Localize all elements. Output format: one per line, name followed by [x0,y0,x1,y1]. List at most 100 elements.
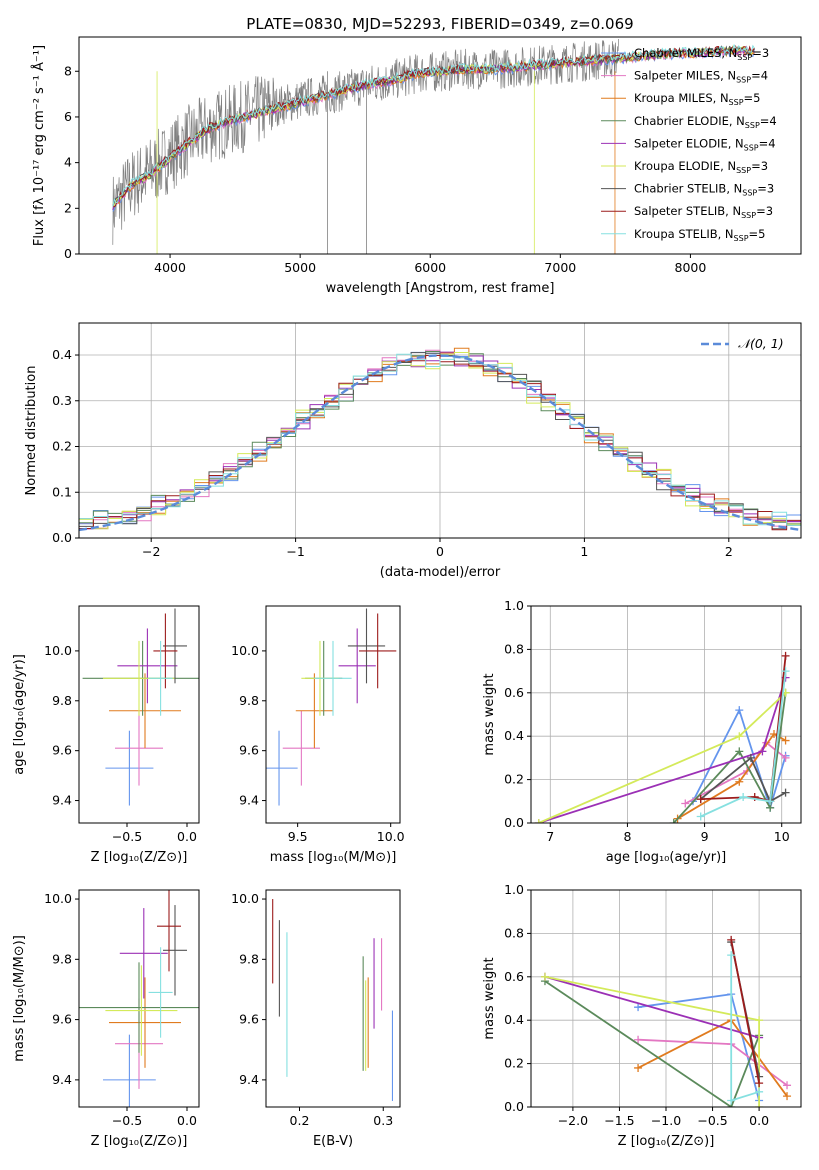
panel-spectrum: 4000 5000 6000 7000 8000 0 2 4 6 8 wavelength [Ang… [31,36,802,296]
y-tick-label: 0.4 [504,1012,524,1027]
mass-weight-series-6 [700,756,787,803]
x-tick-label: 2 [725,544,733,559]
y-tick-label: 0.4 [504,728,524,743]
x-axis-label: Z [log₁₀(Z/Z⊙)] [91,850,188,865]
x-tick-label: 0.0 [749,1113,769,1128]
panel-massweight-vs-age: 7 8 9 10 0.0 0.2 0.4 0.6 0.8 1.0 age [log₁₀(age/yr… [482,598,802,865]
y-axis-label: age [log₁₀(age/yr)] [12,654,27,775]
y-tick-label: 0.8 [504,925,524,940]
y-tick-label: 9.6 [52,743,72,758]
y-tick-label: 0.6 [504,969,524,984]
x-tick-label: 5000 [284,260,316,275]
x-axis-label: (data-model)/error [380,565,501,580]
plot-area [266,608,397,806]
x-tick-label: 0.3 [373,1113,393,1128]
legend-subscript: SSP [745,121,760,130]
gaussian-reference-curve [79,354,801,532]
axes: 4000 5000 6000 7000 8000 0 2 4 6 8 wavelength [Ang… [31,36,802,296]
y-axis-label: mass weight [482,673,497,755]
gaussian-legend-label: 𝒩(0, 1) [738,336,784,351]
legend-subscript: SSP [744,143,759,152]
mass-weight-marker [634,1003,643,1012]
mass-weight-marker [727,951,736,960]
legend-subscript: SSP [734,234,749,243]
mass-weight-marker [727,1096,736,1105]
y-axis-label: mass [log₁₀(M/M⊙)] [12,935,27,1062]
mass-weight-marker [766,797,775,806]
mass-weight-marker [735,732,744,741]
y-tick-label: 0.2 [504,772,524,787]
y-axis-label: Normed distribution [24,366,39,496]
y-tick-label: 0.4 [52,347,72,362]
x-tick-label: 9.5 [288,829,308,844]
mass-weight-marker [781,667,790,676]
y-axis-label: Flux [fλ 10⁻¹⁷ erg cm⁻² s⁻¹ Å⁻¹] [31,45,47,246]
mass-weight-marker [783,1081,792,1090]
mass-weight-marker [755,1016,764,1025]
mass-weight-marker [781,753,790,762]
legend-entry: Chabrier ELODIE, NSSP=4 [634,114,777,130]
x-axis-label: Z [log₁₀(Z/Z⊙)] [91,1134,188,1149]
legend-entry: Kroupa ELODIE, NSSP=3 [634,159,768,175]
mass-weight-series-4 [538,677,787,823]
mass-weight-marker [540,972,549,981]
legend-entry: Kroupa MILES, NSSP=5 [634,91,760,107]
y-tick-label: 10.0 [44,891,72,906]
x-tick-label: −0.5 [112,829,142,844]
y-tick-label: 2 [64,200,72,215]
legend-subscript: SSP [736,76,751,85]
y-tick-label: 0.0 [504,815,524,830]
figure-title: PLATE=0830, MJD=52293, FIBERID=0349, z=0… [246,15,633,33]
y-tick-label: 9.6 [52,1012,72,1027]
y-tick-label: 0.8 [504,641,524,656]
mass-weight-series-3 [673,692,787,823]
axes-frame [78,889,200,1108]
legend-subscript: SSP [742,189,757,198]
x-tick-label: −2.0 [558,1113,588,1128]
axes: −0.5 0.0 9.4 9.6 9.8 10.0 Z [log₁₀(Z/Z⊙)] age [… [12,605,200,865]
mass-weight-marker [681,799,690,808]
y-tick-label: 0.2 [52,439,72,454]
y-tick-label: 0.2 [504,1056,524,1071]
y-tick-label: 9.4 [239,1072,259,1087]
legend-value: =3 [751,159,768,173]
y-tick-label: 9.8 [239,693,259,708]
panel-age-vs-Z: −0.5 0.0 9.4 9.6 9.8 10.0 Z [log₁₀(Z/Z⊙)] age [… [12,605,200,865]
y-tick-label: 4 [64,155,72,170]
legend-value: =5 [749,227,766,241]
x-tick-label: −0.5 [112,1113,142,1128]
x-tick-label: 10.0 [377,829,405,844]
y-tick-label: 1.0 [504,598,524,613]
legend-entry: Salpeter STELIB, NSSP=3 [634,204,773,220]
y-axis-label: mass weight [482,957,497,1039]
legend-subscript: SSP [736,166,751,175]
y-tick-label: 10.0 [231,643,259,658]
y-tick-label: 6 [64,109,72,124]
plot-area [79,347,801,532]
y-tick-label: 9.4 [52,793,72,808]
mass-weight-marker [534,819,543,823]
mass-weight-marker [755,1103,764,1107]
x-tick-label: −1 [286,544,304,559]
plot-area [272,899,394,1101]
mass-weight-marker [735,706,744,715]
x-tick-label: −2 [142,544,160,559]
y-tick-label: 9.4 [239,793,259,808]
mass-weight-series-7 [730,939,760,1084]
mass-weight-marker [735,747,744,756]
legend-subscript: SSP [737,53,752,62]
x-tick-label: 0.0 [177,1113,197,1128]
y-tick-label: 0.3 [52,393,72,408]
mass-weight-series-8 [700,670,787,818]
x-tick-label: 4000 [154,260,186,275]
axes-frame [78,36,802,255]
y-tick-label: 0.6 [504,685,524,700]
y-tick-label: 0.0 [504,1099,524,1114]
x-tick-label: −1.5 [604,1113,634,1128]
plot-area [79,890,199,1107]
plot-area [534,651,790,823]
x-tick-label: 1 [580,544,588,559]
x-tick-label: 0 [436,544,444,559]
mass-weight-marker [783,1092,792,1101]
legend-entry: Chabrier MILES, NSSP=3 [634,46,769,62]
